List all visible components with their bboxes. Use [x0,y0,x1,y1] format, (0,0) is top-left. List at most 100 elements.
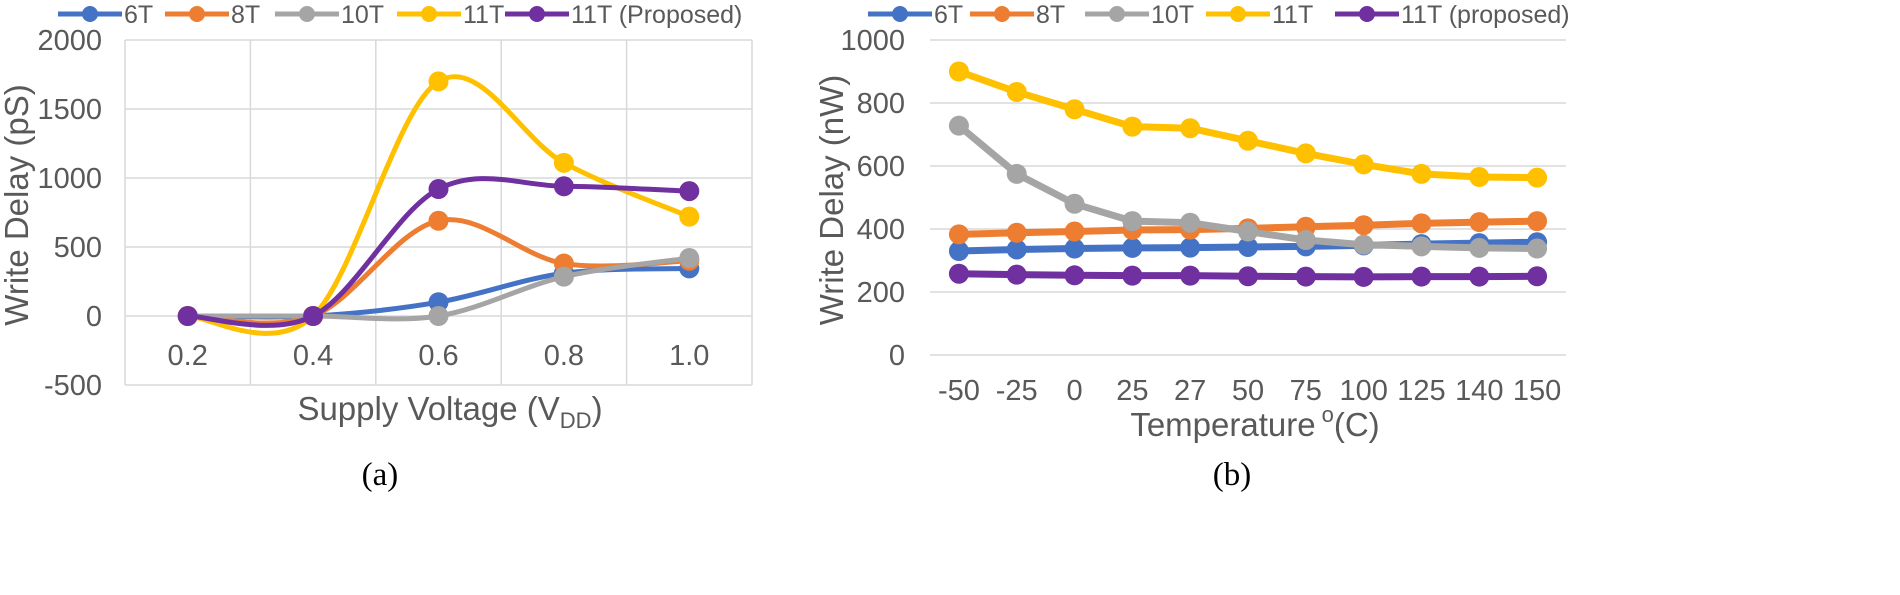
y-tick-label: 2000 [37,25,102,57]
x-axis-title-superscript: o [1322,402,1334,427]
x-tick-label: 50 [1232,375,1264,407]
legend-marker-11t-proposed [1359,6,1375,22]
data-point-6t [1180,237,1201,258]
data-point-11t-proposed [679,181,700,202]
data-point-11t [1411,163,1432,184]
legend-marker-11t-proposed [529,6,545,22]
data-point-6t [1122,237,1143,258]
x-tick-label: 25 [1116,375,1148,407]
data-point-10t [428,306,449,326]
x-axis-title: Temperature o(C) [1130,402,1379,443]
data-point-11t [1122,116,1143,137]
legend-label-11t-proposed: 11T (proposed) [1401,1,1570,29]
data-point-10t [1180,212,1201,233]
data-point-11t [553,152,574,173]
legend-label-11t: 11T [1272,1,1313,29]
data-point-11t [948,61,969,82]
legend-marker-11t [1230,6,1246,22]
legend-label-10t: 10T [341,1,384,29]
data-point-11t-proposed [1411,266,1432,287]
data-point-11t-proposed [1353,266,1374,287]
data-point-8t [1411,213,1432,234]
data-point-8t [1527,211,1548,232]
x-axis-title-end: ) [592,390,603,427]
series-line-11t [955,68,1541,182]
x-tick-label: 125 [1397,375,1445,407]
data-point-11t-proposed [1006,264,1027,285]
legend-marker-8t [994,6,1010,22]
data-point-8t [948,224,969,245]
legend-label-6t: 6T [934,1,963,29]
data-point-11t-proposed [948,263,969,284]
x-axis-title-main: Temperature [1130,406,1315,443]
data-point-11t [1238,130,1258,151]
x-tick-label: 100 [1339,375,1387,407]
data-point-11t [679,206,700,227]
panel-caption: (b) [1213,457,1251,493]
data-point-11t-proposed [1238,266,1258,287]
legend-label-11t-proposed: 11T (Proposed) [571,1,742,29]
data-point-6t [428,292,449,313]
data-point-11t [1469,167,1490,188]
data-point-8t [428,210,449,231]
x-tick-label: 0.8 [544,340,584,372]
x-tick-label: 27 [1174,375,1206,407]
data-point-8t [1064,221,1085,242]
chart-panel-a: -500 0 500 1000 1500 2000 0.2 0.4 0.6 0.8 1.0 6T 8T 1… [0,1,753,493]
data-point-6t [948,241,969,262]
legend-marker-6t [892,6,908,22]
panel-caption: (a) [362,457,399,493]
data-point-6t [1238,236,1258,257]
data-point-11t-proposed [1295,266,1316,287]
data-point-11t [1180,118,1201,139]
legend-marker-10t [1109,6,1125,22]
data-point-11t-proposed [1469,266,1490,287]
data-point-10t [1527,238,1548,259]
legend-marker-11t [421,6,437,22]
data-point-8t [1353,215,1374,236]
legend-label-11t: 11T [463,1,504,29]
data-point-10t [1122,211,1143,232]
data-point-11t-proposed [553,176,574,197]
data-point-10t [1295,230,1316,251]
x-tick-label: 0.4 [293,340,333,372]
data-point-11t-proposed [303,306,324,326]
data-point-11t [428,71,449,92]
y-tick-label: 600 [857,151,905,183]
y-tick-label: 1500 [37,94,102,126]
data-point-10t [679,248,700,269]
x-tick-label: 140 [1455,375,1503,407]
data-point-11t-proposed [1064,265,1085,286]
data-point-10t [1353,234,1374,255]
data-point-10t [1238,221,1258,242]
legend-label-10t: 10T [1151,1,1194,29]
data-point-10t [1064,193,1085,214]
legend-marker-10t [299,6,315,22]
data-point-11t [1064,99,1085,120]
data-point-10t [1006,163,1027,184]
legend-marker-8t [189,6,205,22]
legend-label-8t: 8T [231,1,260,29]
x-tick-label: 0.6 [418,340,458,372]
x-axis-title-subscript: DD [560,408,592,433]
x-tick-label: 1.0 [669,340,709,372]
data-point-6t [1064,238,1085,259]
x-tick-label: 0 [1066,375,1082,407]
y-tick-label: 200 [857,277,905,309]
x-axis-title-main: Supply Voltage (V [297,390,559,427]
x-tick-label: 0.2 [168,340,208,372]
legend-label-6t: 6T [124,1,153,29]
data-point-11t-proposed [428,179,449,200]
data-point-11t-proposed [1180,265,1201,286]
y-tick-label: 1000 [37,163,102,195]
data-point-6t [1006,239,1027,260]
y-axis-title: Write Delay (nW) [813,75,850,326]
data-point-10t [553,266,574,287]
data-point-11t-proposed [1527,266,1548,287]
data-point-11t-proposed [177,306,198,326]
y-axis-title: Write Delay (pS) [0,84,35,325]
x-tick-label: 150 [1513,375,1561,407]
data-point-8t [1469,212,1490,233]
data-point-11t [1353,154,1374,175]
